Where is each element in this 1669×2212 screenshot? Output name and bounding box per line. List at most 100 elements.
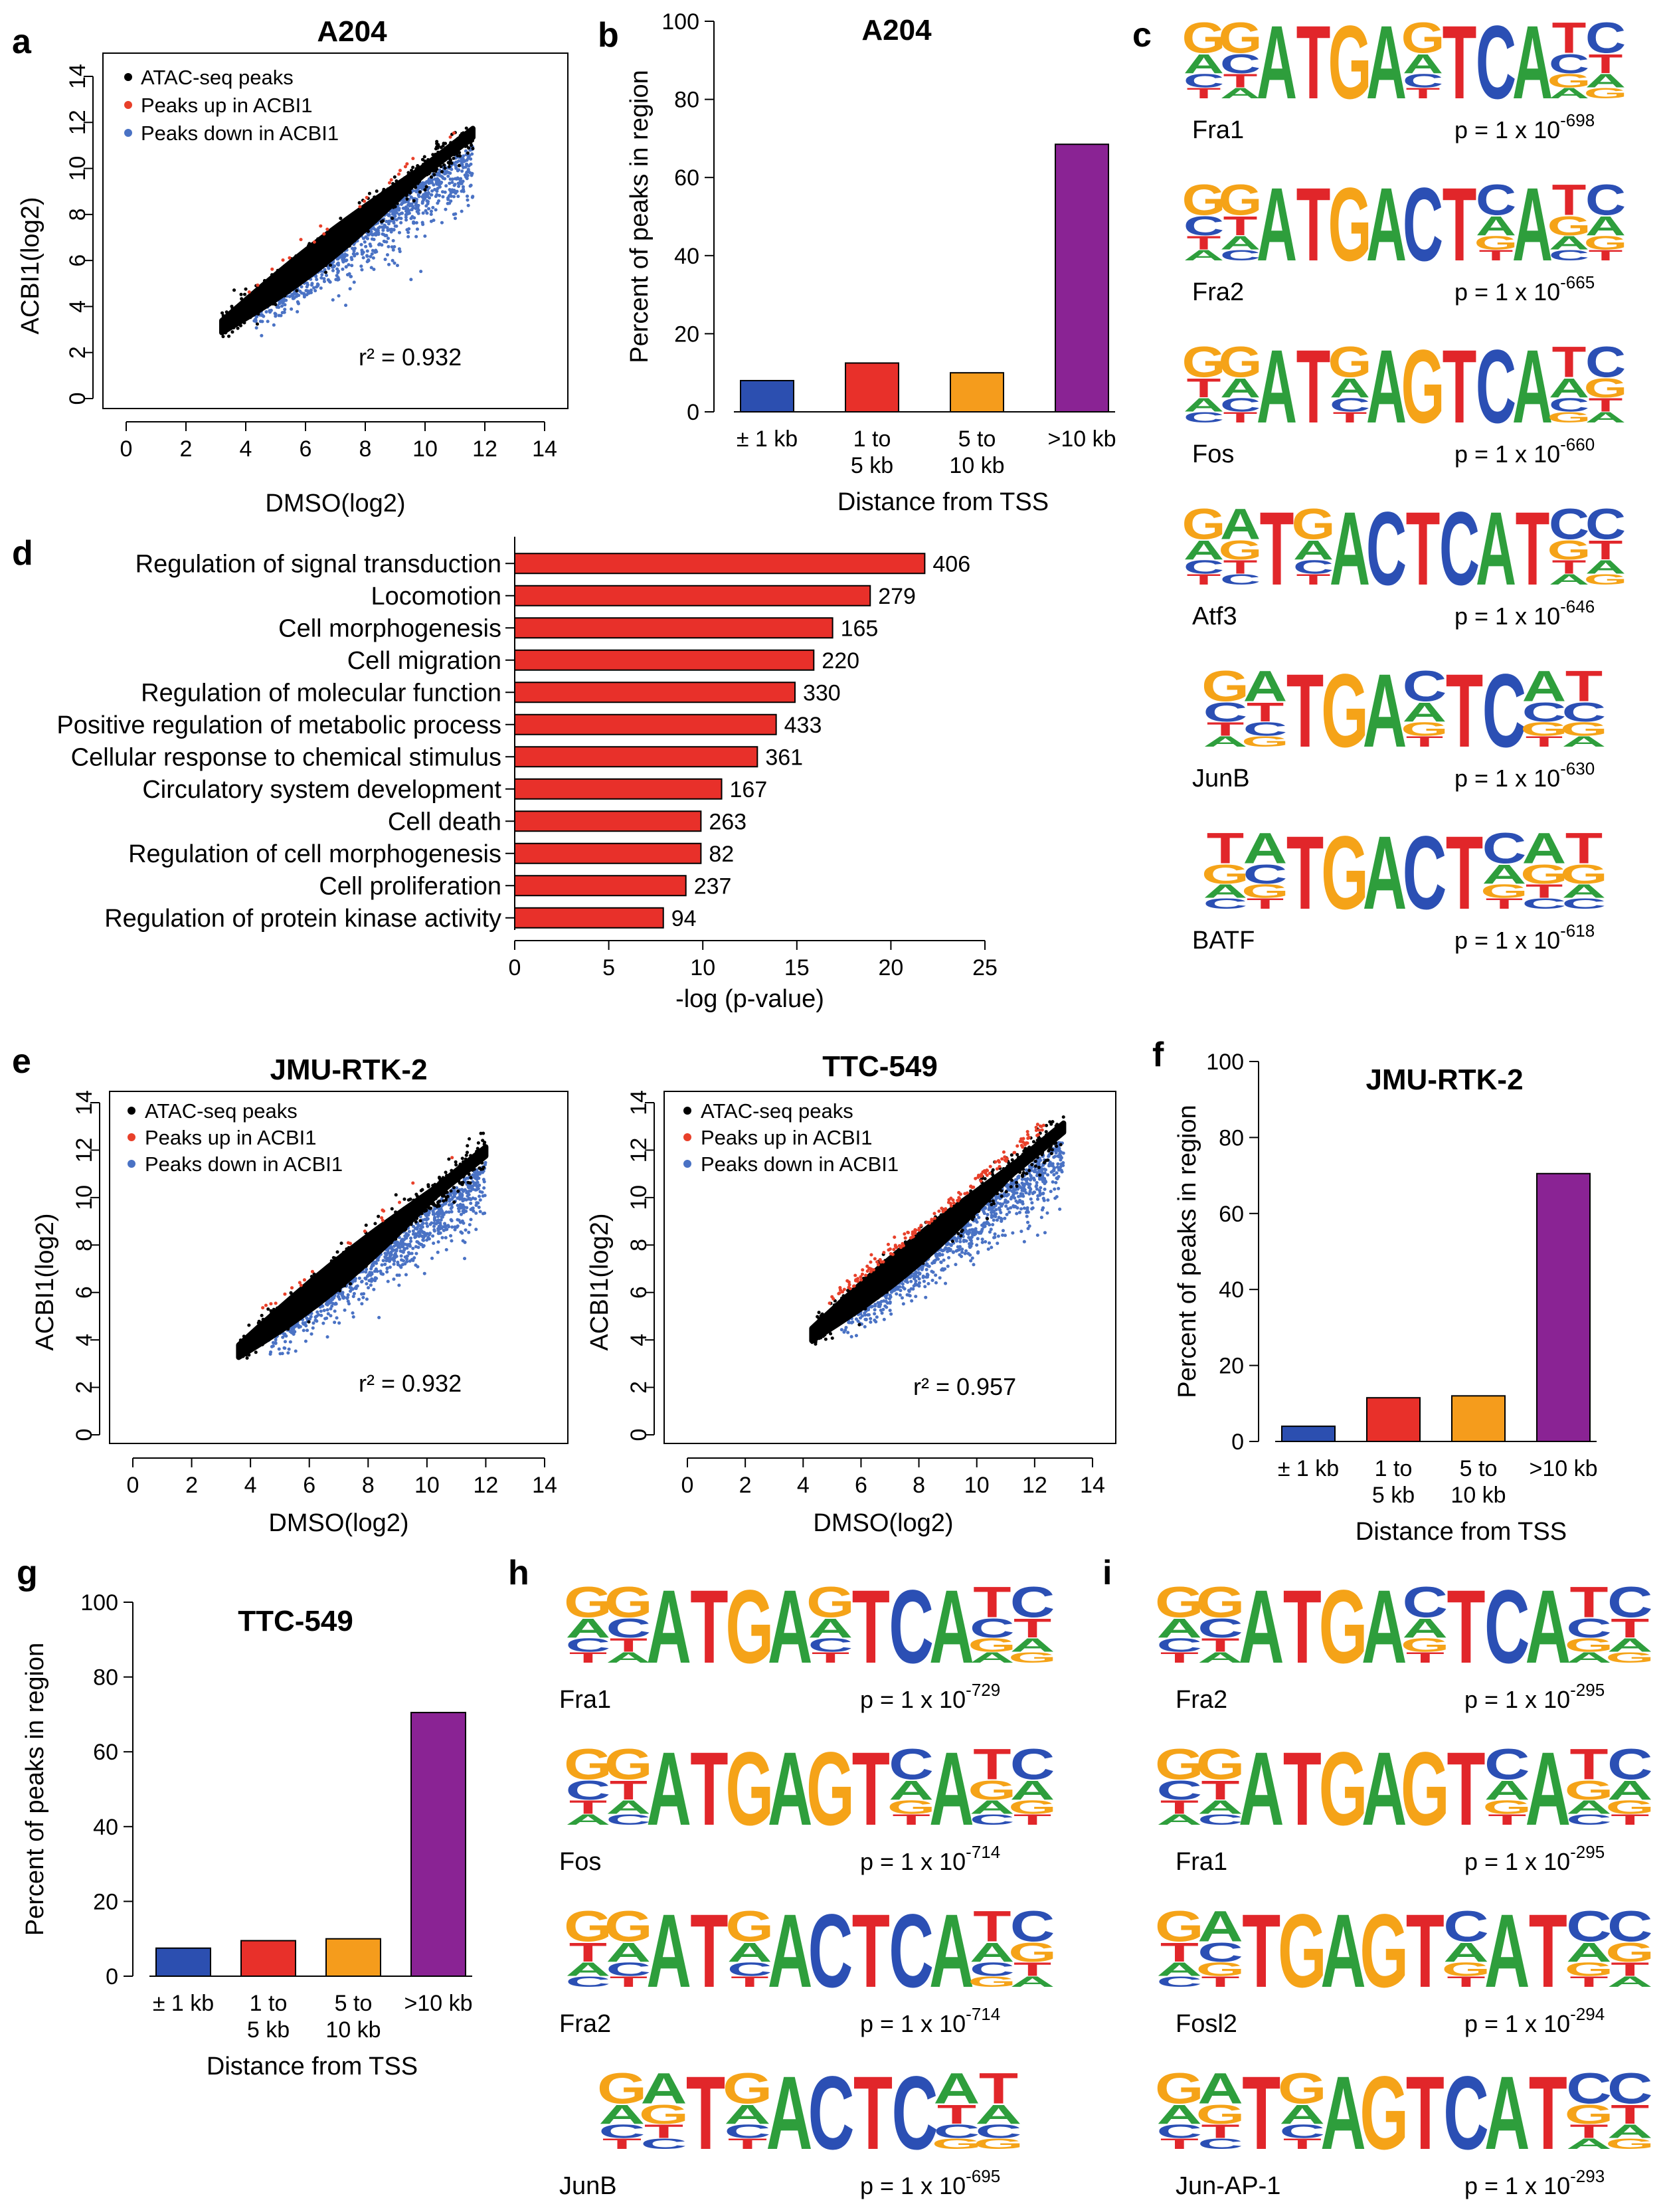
motif-letter-A: A: [1522, 824, 1567, 873]
motif-letter-G: G: [564, 1902, 612, 1951]
motif-pvalue: p = 1 x 10-660: [1454, 434, 1595, 468]
legend-dot-red: [124, 101, 132, 109]
motif-letter-T: T: [1529, 1892, 1567, 2009]
go-term-label: Cellular response to chemical stimulus: [71, 743, 501, 771]
motif-letter-T: T: [1570, 2121, 1609, 2142]
motif-letter-A: A: [1607, 1635, 1653, 1656]
x-tick-label: 4: [797, 1473, 810, 1498]
motif-name: BATF: [1192, 927, 1255, 955]
x-tick-label: 8: [359, 436, 372, 462]
motif-name: Fra1: [1176, 1848, 1227, 1876]
motif-letter-A: A: [976, 2099, 1022, 2130]
motif-letter-T: T: [686, 2055, 725, 2171]
motif-letter-T: T: [1552, 175, 1587, 225]
motif-letter-A: A: [1549, 85, 1589, 102]
motif-letter-T: T: [1160, 1938, 1199, 1968]
motif-name: Fra2: [1192, 278, 1244, 306]
go-bar-count: 330: [803, 680, 841, 705]
motif-letter-G: G: [968, 1635, 1016, 1656]
motif-letter-C: C: [1184, 409, 1224, 426]
motif-letter-G: G: [1008, 1649, 1057, 1666]
motif-letter-A: A: [1239, 1568, 1284, 1685]
legend-label-down: Peaks down in ACBI1: [145, 1152, 343, 1176]
motif-letter-G: G: [604, 1578, 653, 1627]
motif-letter-A: A: [1257, 4, 1297, 121]
bar-3: [950, 372, 1004, 413]
motif-letter-C: C: [1157, 1635, 1203, 1656]
motif-pvalue-exponent: -729: [966, 1680, 1000, 1700]
x-tick-label: 10: [414, 1473, 440, 1498]
motif-pvalue-exponent: -295: [1570, 1842, 1605, 1862]
motif-letter-A: A: [1403, 1613, 1449, 1643]
motif-letter-T: T: [1242, 1892, 1280, 2009]
go-bar-count: 220: [822, 648, 859, 674]
scatter-e-left-x-axis: 0 2 4 6 8 10 12 14: [127, 1457, 557, 1498]
motif-letter-T: T: [1565, 662, 1603, 711]
y-tick-label: 6: [72, 1286, 97, 1299]
motif-letter-G: G: [1560, 860, 1608, 890]
x-tick-label: 12: [1022, 1473, 1047, 1498]
motif-letter-T: T: [1611, 1811, 1649, 1828]
y-tick-label: 10: [72, 1185, 97, 1210]
motif-letter-T: T: [1529, 2054, 1567, 2171]
motif-letter-G: G: [1278, 1892, 1327, 2009]
go-bar-count: 433: [784, 713, 822, 738]
bar-2: [240, 1940, 296, 1977]
motif-pvalue-exponent: -293: [1570, 2166, 1605, 2186]
scatter-a-frame: [102, 52, 569, 409]
panel-label-a: a: [12, 23, 32, 61]
motif-letter-G: G: [1401, 328, 1445, 445]
x-tick-label: 5 kb: [1372, 1483, 1415, 1508]
motif-pvalue-base: p = 1 x 10: [1454, 602, 1560, 630]
y-tick-label: 12: [626, 1138, 652, 1163]
motif-letter-T: T: [1223, 557, 1258, 577]
motif-pvalue-exponent: -295: [1570, 1680, 1605, 1700]
motif-letter-C: C: [1157, 1776, 1203, 1805]
motif-letter-T: T: [610, 1776, 648, 1805]
motif-pvalue-exponent: -698: [1560, 110, 1595, 130]
motif-letter-A: A: [1585, 211, 1626, 242]
bar-title: A204: [861, 14, 932, 46]
motif-letter-T: T: [690, 1569, 728, 1685]
motif-letter-T: T: [1160, 2136, 1199, 2152]
x-tick-label: 6: [303, 1473, 315, 1498]
go-term-label: Regulation of cell morphogenesis: [128, 840, 501, 868]
motif-pvalue-base: p = 1 x 10: [1454, 765, 1560, 792]
motif-letter-A: A: [1526, 1568, 1571, 1685]
motif-letter-A: A: [1484, 1776, 1530, 1805]
x-tick-label: 1 to: [853, 426, 891, 452]
motif-letter-T: T: [1552, 557, 1587, 577]
motif-pvalue: p = 1 x 10-646: [1454, 597, 1595, 630]
motif-letter-A: A: [1197, 1902, 1243, 1952]
motif-pvalue-base: p = 1 x 10: [1454, 116, 1560, 143]
motif-letter-G: G: [1219, 13, 1263, 62]
motif-letter-A: A: [768, 1569, 813, 1685]
motif-name: Fos: [559, 1848, 601, 1876]
motif-letter-C: C: [1403, 1578, 1449, 1627]
motif-letter-T: T: [610, 1974, 648, 1990]
motif-letter-C: C: [1220, 571, 1261, 588]
motif-letter-C: C: [1366, 490, 1407, 607]
motif-letter-C: C: [566, 1776, 611, 1805]
motif-letter-T: T: [1160, 1649, 1199, 1666]
scatter-e-right-r2: r² = 0.957: [913, 1373, 1016, 1400]
motif-letter-C: C: [1197, 2136, 1243, 2152]
x-tick-label: 5: [602, 955, 615, 980]
motif-letter-G: G: [1155, 2065, 1204, 2114]
go-term-label: Positive regulation of metabolic process: [56, 711, 501, 739]
motif-letter-G: G: [1328, 166, 1372, 283]
motif-letter-C: C: [1403, 166, 1443, 283]
y-tick-label: 60: [1219, 1202, 1244, 1227]
motif-letter-A: A: [1522, 662, 1567, 711]
motif-letter-A: A: [646, 1731, 691, 1847]
y-tick-label: 100: [661, 9, 699, 35]
motif-letter-C: C: [1607, 1740, 1653, 1790]
go-bar-count: 361: [765, 745, 803, 770]
scatter-e-right: TTC-549 0 2 4 6 8 10 12 14 0 2 4 6 8 10 12 14 DMSO(log…: [586, 1050, 1116, 1537]
motif-letter-T: T: [1296, 328, 1331, 445]
go-bar: [514, 649, 815, 671]
motif-letter-T: T: [1570, 1974, 1609, 1990]
